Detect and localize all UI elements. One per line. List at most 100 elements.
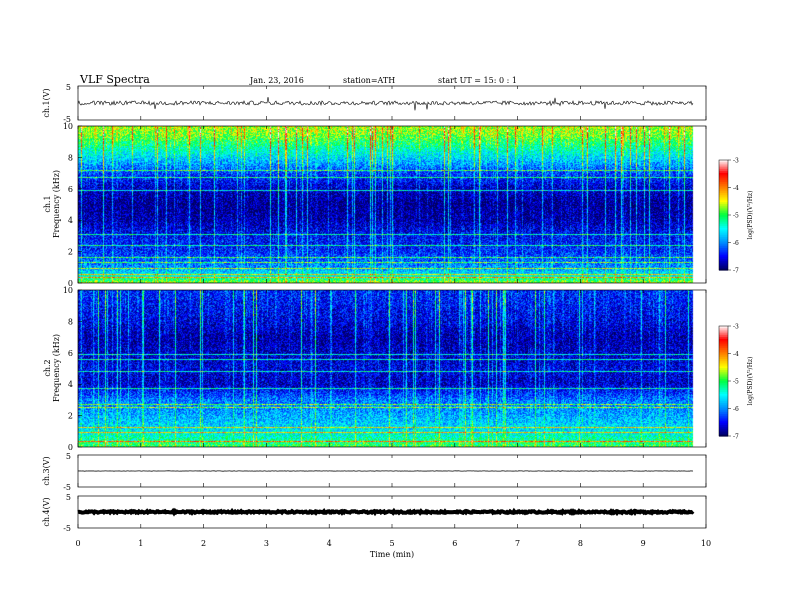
ch2-colorbar-swatch [719,388,728,391]
ch2-spectrogram-yticks: 0 2 4 6 8 10 [63,286,82,452]
ch2-colorbar-swatch [719,351,728,355]
ch2-frequency-ylabel: Frequency (kHz) [52,334,61,402]
ch2-colorbar-swatch [719,373,728,377]
ch2-colorbar-swatch [719,326,728,329]
ch1-colorbar-swatch [719,218,728,222]
ch2-colorbar-swatch [719,357,728,360]
ch1-colorbar-tick-label: -3 [733,158,739,165]
ch1-colorbar-swatch [719,178,728,181]
ch4-ytick-top: 5 [66,493,71,502]
ch2-colorbar-swatch [719,390,728,393]
station-label: station=ATH [343,76,395,85]
ch2-colorbar-swatch [719,366,728,369]
ch1-colorbar-swatch [719,222,728,225]
ch2-colorbar-label: log(PSD)(V²/Hz) [747,357,754,406]
ch1-colorbar-swatch [719,209,728,212]
time-tick-label: 0 [75,539,80,548]
ch2-colorbar-swatch [719,355,728,358]
ch2-colorbar-swatch [719,430,728,433]
ch2-colorbar-swatch [719,410,728,413]
ch2-colorbar-swatch [719,403,728,406]
ch2-colorbar-swatch [719,364,728,367]
ch4-waveform-panel: 5 -5 ch.4(V) [42,493,707,533]
ch1-colorbar-swatch [719,249,728,253]
ch1-colorbar-swatch [719,182,728,185]
ch1-colorbar-tick-label: -6 [733,240,739,247]
ch1-colorbar-swatch [719,160,728,163]
ch3-ytick-top: 5 [66,452,71,461]
ch1-freq-ytick-label: 6 [68,185,73,194]
time-tick-label: 1 [138,539,143,548]
ch2-colorbar-swatch [719,349,728,353]
ch1-waveform-ylabel: ch.1(V) [42,88,51,117]
ch1-colorbar-swatch [719,215,728,218]
ch2-colorbar-swatch [719,382,728,386]
ch2-colorbar-swatch [719,338,728,342]
time-tick-label: 5 [389,539,394,548]
ch2-colorbar-swatch [719,344,728,347]
ch1-colorbar-swatch [719,260,728,264]
ch1-spectrogram-panel: 0 2 4 6 8 10 ch.1 Frequency (kHz) [43,122,707,288]
ch2-colorbar-swatch [719,359,728,362]
ch1-colorbar-swatch [719,227,728,231]
figure-title: VLF Spectra [79,73,150,86]
ch2-colorbar-swatch [719,331,728,334]
ch2-colorbar-swatch [719,401,728,404]
ch2-colorbar-tick-label: -3 [733,324,739,331]
ch1-colorbar-swatch [719,172,728,176]
ch1-colorbar-tick-label: -7 [733,268,739,275]
ch2-colorbar-swatch [719,337,728,340]
ch2-colorbar-swatch [719,368,728,371]
ch1-colorbar-swatch [719,268,728,271]
ch2-colorbar-tick-label: -4 [733,351,739,358]
ch1-colorbar-swatch [719,191,728,194]
ch1-colorbar-swatch [719,202,728,205]
ch2-colorbar-tick-label: -7 [733,434,739,441]
time-tick-label: 6 [452,539,457,548]
ch2-colorbar-swatch [719,360,728,364]
ch2-colorbar-swatch [719,434,728,437]
ch1-colorbar-swatch [719,207,728,211]
ch1-colorbar-swatch [719,229,728,233]
time-tick-label: 8 [578,539,583,548]
ch2-colorbar-swatch [719,327,728,331]
ch1-colorbar-swatch [719,259,728,262]
ch2-colorbar-swatch [719,414,728,417]
ch1-colorbar-swatch [719,257,728,260]
ch1-colorbar-swatch [719,187,728,190]
ch1-colorbar-swatch [719,255,728,258]
ch1-ytick-top: 5 [66,83,71,92]
ch2-colorbar-swatch [719,370,728,373]
ch1-colorbar-tick-label: -4 [733,185,739,192]
ch1-colorbar-swatch [719,237,728,240]
ch1-colorbar-swatch [719,176,728,179]
ch1-ytick-bottom: -5 [63,115,71,124]
ch2-colorbar-swatch [719,415,728,419]
time-tick-label: 9 [641,539,646,548]
ch4-ytick-bottom: -5 [63,524,71,533]
ch2-colorbar-swatch [719,408,728,411]
ch2-spectrogram-image [78,290,706,447]
ch2-colorbar-swatch [719,419,728,422]
ch1-colorbar-swatch [719,189,728,192]
ch1-colorbar-swatch [719,174,728,178]
ch1-colorbar-swatch [719,224,728,227]
ch2-colorbar-tick-label: -5 [733,379,739,386]
time-tick-label: 10 [701,539,711,548]
ch2-colorbar-swatch [719,395,728,399]
ch1-colorbar-swatch [719,238,728,242]
ch2-colorbar-swatch [719,423,728,426]
ch1-colorbar-swatch [719,246,728,249]
ch1-colorbar-swatch [719,248,728,251]
ch2-colorbar-swatch [719,392,728,395]
ch2-colorbar: -3 -4 -5 -6 -7 log(PSD)(V²/Hz) [718,324,754,441]
ch2-colorbar-swatch [719,342,728,345]
ch1-freq-ytick-label: 10 [63,122,73,131]
ch1-colorbar-swatch [719,161,728,165]
ch2-colorbar-swatch [719,406,728,410]
start-time-label: start UT = 15: 0 : 1 [438,76,517,85]
date-label: Jan. 23, 2016 [249,76,304,85]
ch2-colorbar-swatch [719,379,728,382]
ch1-colorbar-swatch [719,163,728,167]
